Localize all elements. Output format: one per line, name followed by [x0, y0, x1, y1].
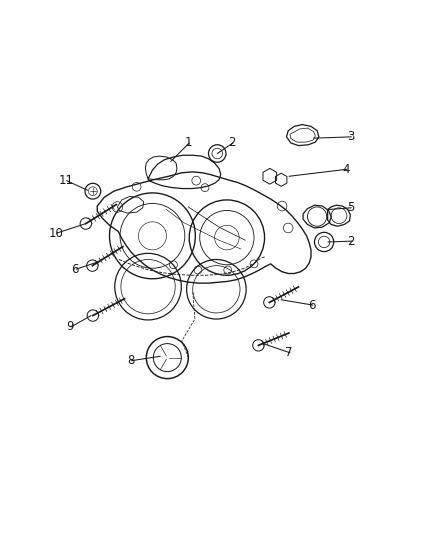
Text: 2: 2 — [347, 235, 355, 248]
Text: 8: 8 — [127, 354, 134, 367]
Text: 1: 1 — [184, 136, 192, 149]
Text: 6: 6 — [71, 263, 79, 276]
Text: 4: 4 — [342, 163, 350, 176]
Text: 3: 3 — [347, 131, 354, 143]
Text: 9: 9 — [66, 320, 74, 334]
Text: 6: 6 — [308, 298, 316, 312]
Text: 2: 2 — [228, 136, 236, 149]
Text: 7: 7 — [285, 346, 293, 359]
Text: 11: 11 — [58, 174, 73, 187]
Text: 10: 10 — [48, 227, 63, 240]
Text: 5: 5 — [347, 201, 354, 214]
